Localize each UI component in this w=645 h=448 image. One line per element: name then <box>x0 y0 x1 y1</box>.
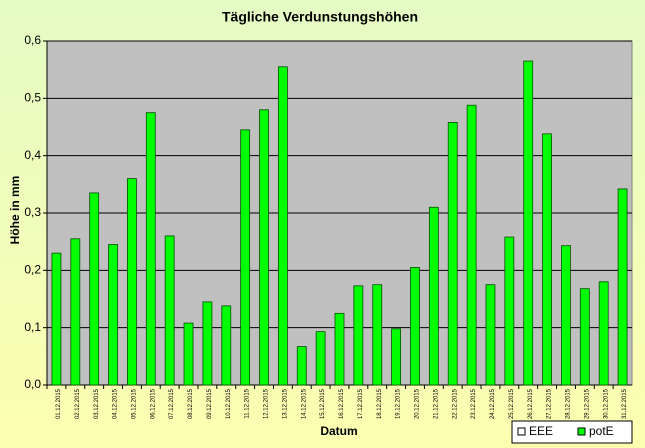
bar <box>145 112 156 386</box>
bar <box>296 346 307 386</box>
bar <box>372 284 383 386</box>
x-tick-label: 01.12.2015 <box>56 388 62 419</box>
bar <box>334 312 345 386</box>
x-tick-label: 26.12.2015 <box>528 388 534 419</box>
bar <box>51 252 62 386</box>
bar <box>89 192 100 386</box>
bar <box>410 267 420 386</box>
x-tick-label: 08.12.2015 <box>188 388 194 419</box>
y-tick-label: 0,3 <box>24 205 41 219</box>
bar <box>561 245 571 386</box>
bar <box>315 331 326 386</box>
x-tick-label: 30.12.2015 <box>603 388 609 419</box>
x-tick-label: 27.12.2015 <box>547 388 553 419</box>
bar <box>164 235 175 386</box>
bar <box>504 236 515 386</box>
x-tick-label: 18.12.2015 <box>377 388 383 419</box>
bar <box>391 328 402 386</box>
bar <box>259 109 269 386</box>
legend-label: EEE <box>529 424 553 438</box>
bar <box>108 244 118 386</box>
x-tick-label: 15.12.2015 <box>320 388 326 419</box>
x-tick-label: 20.12.2015 <box>415 388 421 419</box>
bar <box>617 188 628 386</box>
bar <box>127 178 137 386</box>
bar <box>277 66 288 386</box>
legend <box>511 420 633 444</box>
x-tick-label: 16.12.2015 <box>339 388 345 419</box>
x-tick-label: 31.12.2015 <box>622 388 628 419</box>
bar <box>202 301 213 386</box>
x-tick-label: 03.12.2015 <box>94 388 100 419</box>
x-tick-label: 22.12.2015 <box>452 388 458 419</box>
x-tick-label: 11.12.2015 <box>245 388 251 418</box>
x-tick-label: 17.12.2015 <box>358 388 364 419</box>
legend-swatch <box>577 427 586 436</box>
legend-swatch <box>517 427 526 436</box>
x-tick-label: 25.12.2015 <box>509 388 515 419</box>
x-tick-label: 07.12.2015 <box>169 388 175 419</box>
y-tick-label: 0,0 <box>24 377 41 391</box>
x-tick-label: 12.12.2015 <box>264 388 270 419</box>
bar <box>240 129 251 386</box>
x-axis-label: Datum <box>320 424 357 438</box>
bar <box>428 206 439 386</box>
x-tick-label: 28.12.2015 <box>566 388 572 419</box>
bar <box>485 284 496 386</box>
x-tick-label: 06.12.2015 <box>150 388 156 419</box>
x-tick-label: 24.12.2015 <box>490 388 496 419</box>
x-tick-label: 05.12.2015 <box>131 388 137 419</box>
bar <box>447 122 458 386</box>
bar <box>523 60 534 386</box>
bar <box>221 305 232 386</box>
bar <box>598 281 609 386</box>
x-tick-label: 23.12.2015 <box>471 388 477 419</box>
x-tick-label: 21.12.2015 <box>433 388 439 419</box>
y-tick-label: 0,5 <box>24 91 41 105</box>
legend-label: potE <box>589 424 614 438</box>
chart-title: Tägliche Verdunstungshöhen <box>222 9 418 25</box>
x-tick-label: 19.12.2015 <box>396 388 402 419</box>
bar <box>70 238 81 386</box>
bar <box>579 288 590 386</box>
bar <box>353 285 364 386</box>
bar <box>466 104 477 386</box>
y-tick-label: 0,1 <box>24 320 41 334</box>
x-tick-label: 02.12.2015 <box>75 388 81 419</box>
bar <box>183 322 194 386</box>
y-axis-label: Höhe in mm <box>8 176 22 245</box>
x-tick-label: 13.12.2015 <box>282 388 288 419</box>
x-tick-label: 29.12.2015 <box>584 388 590 419</box>
y-tick-label: 0,2 <box>24 263 41 277</box>
x-tick-label: 09.12.2015 <box>207 388 213 419</box>
x-tick-label: 04.12.2015 <box>113 388 119 419</box>
x-tick-label: 10.12.2015 <box>226 388 232 419</box>
x-tick-label: 14.12.2015 <box>301 388 307 419</box>
y-tick-label: 0,6 <box>24 33 41 47</box>
y-tick-label: 0,4 <box>24 148 41 162</box>
bar <box>542 133 552 386</box>
